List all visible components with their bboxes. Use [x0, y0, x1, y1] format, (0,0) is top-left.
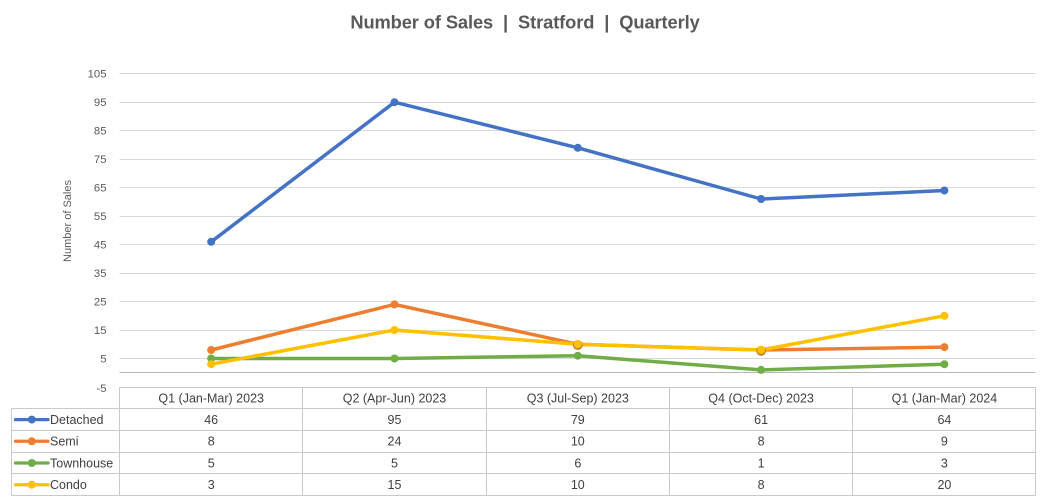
svg-text:15: 15	[94, 325, 107, 337]
svg-text:Q3 (Jul-Sep) 2023: Q3 (Jul-Sep) 2023	[527, 391, 629, 405]
svg-text:64: 64	[937, 413, 951, 427]
svg-text:Q4 (Oct-Dec) 2023: Q4 (Oct-Dec) 2023	[708, 391, 814, 405]
svg-text:8: 8	[208, 435, 215, 449]
svg-text:95: 95	[388, 413, 402, 427]
svg-text:65: 65	[94, 183, 107, 195]
svg-text:3: 3	[941, 456, 948, 470]
svg-text:45: 45	[94, 240, 107, 252]
svg-text:Condo: Condo	[50, 478, 87, 492]
svg-text:20: 20	[937, 478, 951, 492]
svg-text:3: 3	[208, 478, 215, 492]
svg-text:24: 24	[388, 435, 402, 449]
svg-text:5: 5	[391, 456, 398, 470]
svg-text:95: 95	[94, 97, 107, 109]
svg-text:85: 85	[94, 126, 107, 138]
svg-text:10: 10	[571, 478, 585, 492]
svg-text:9: 9	[941, 435, 948, 449]
svg-text:75: 75	[94, 154, 107, 166]
svg-text:5: 5	[100, 353, 106, 365]
svg-text:79: 79	[571, 413, 585, 427]
svg-text:35: 35	[94, 268, 107, 280]
svg-text:Semi: Semi	[50, 435, 78, 449]
svg-text:8: 8	[758, 478, 765, 492]
svg-text:Q1 (Jan-Mar) 2023: Q1 (Jan-Mar) 2023	[158, 391, 264, 405]
svg-text:55: 55	[94, 211, 107, 223]
svg-text:Number of Sales: Number of Sales	[62, 180, 74, 262]
svg-text:Q1 (Jan-Mar) 2024: Q1 (Jan-Mar) 2024	[892, 391, 998, 405]
svg-text:Detached: Detached	[50, 413, 104, 427]
svg-text:10: 10	[571, 435, 585, 449]
svg-text:1: 1	[758, 456, 765, 470]
svg-text:61: 61	[754, 413, 768, 427]
svg-text:46: 46	[204, 413, 218, 427]
svg-text:Townhouse: Townhouse	[50, 456, 113, 470]
svg-text:25: 25	[94, 296, 107, 308]
svg-text:105: 105	[88, 69, 107, 81]
svg-text:5: 5	[208, 456, 215, 470]
svg-text:15: 15	[388, 478, 402, 492]
svg-text:8: 8	[758, 435, 765, 449]
svg-text:-5: -5	[96, 383, 106, 395]
svg-text:Q2 (Apr-Jun) 2023: Q2 (Apr-Jun) 2023	[343, 391, 447, 405]
svg-text:Number of Sales | Stratford: Number of Sales | Stratford | Quarterly	[350, 12, 700, 33]
svg-text:6: 6	[574, 456, 581, 470]
